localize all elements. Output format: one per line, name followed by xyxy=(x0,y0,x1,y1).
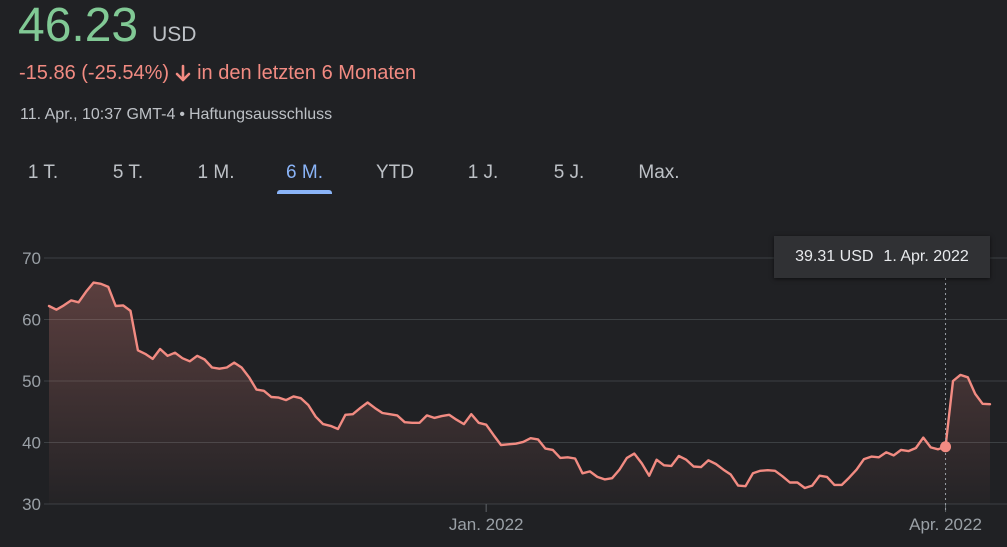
y-tick-label: 40 xyxy=(22,434,41,453)
price-line xyxy=(47,281,992,490)
y-tick-label: 30 xyxy=(22,495,41,514)
timestamp-row: 11. Apr., 10:37 GMT-4 • Haftungsausschluss xyxy=(20,106,332,124)
tooltip-value: 39.31 USD xyxy=(795,248,874,265)
price-header: 46.23 USD xyxy=(18,0,196,54)
currency-label: USD xyxy=(152,23,197,46)
tab-max[interactable]: Max. xyxy=(638,162,680,183)
y-tick-label: 60 xyxy=(22,311,41,330)
tooltip-date: 1. Apr. 2022 xyxy=(883,248,969,265)
x-tick-label: Jan. 2022 xyxy=(449,515,524,534)
range-tabs: 1 T. 5 T. 1 M. 6 M. YTD 1 J. 5 J. Max. xyxy=(0,158,760,198)
tab-1-day[interactable]: 1 T. xyxy=(27,162,59,183)
tab-5-days[interactable]: 5 T. xyxy=(112,162,144,183)
tab-6-months[interactable]: 6 M. xyxy=(277,158,332,198)
separator-dot: • xyxy=(179,106,185,123)
y-tick-label: 50 xyxy=(22,372,41,391)
price-tooltip: 39.31 USD 1. Apr. 2022 xyxy=(774,236,990,278)
disclaimer-link[interactable]: Haftungsausschluss xyxy=(188,106,333,123)
arrow-down-icon xyxy=(175,64,191,81)
change-value: -15.86 (-25.54%) xyxy=(19,62,170,84)
timestamp: 11. Apr., 10:37 GMT-4 xyxy=(20,106,176,123)
price-change: -15.86 (-25.54%) in den letzten 6 Monate… xyxy=(19,62,416,85)
current-price: 46.23 xyxy=(18,0,139,52)
tab-1-year[interactable]: 1 J. xyxy=(467,162,499,183)
y-tick-label: 70 xyxy=(22,249,41,268)
tab-5-years[interactable]: 5 J. xyxy=(553,162,585,183)
tab-ytd[interactable]: YTD xyxy=(376,162,414,183)
tab-1-month[interactable]: 1 M. xyxy=(197,162,235,183)
price-area xyxy=(49,282,990,504)
x-tick-label: Apr. 2022 xyxy=(909,515,982,534)
highlight-point xyxy=(940,441,952,453)
change-period: in den letzten 6 Monaten xyxy=(197,62,417,84)
